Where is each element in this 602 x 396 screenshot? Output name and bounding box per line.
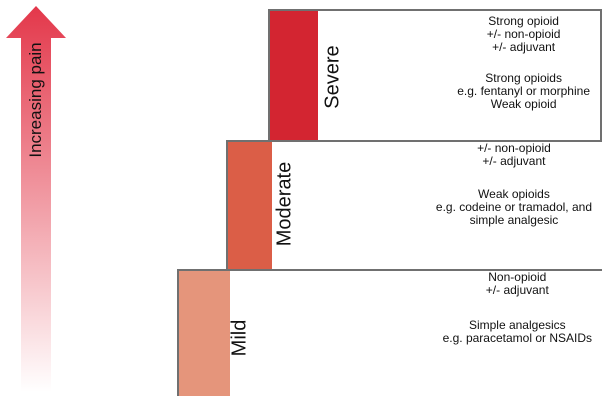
severe-line-5: Strong opioids [485, 71, 562, 85]
mild-line-5: e.g. paracetamol or NSAIDs [442, 331, 592, 345]
moderate-line-5: e.g. codeine or tramadol, and [435, 200, 592, 214]
moderate-color-band [228, 142, 272, 269]
severe-line-1: Strong opioid [488, 14, 559, 28]
severe-line-2: +/- non-opioid [486, 27, 561, 41]
step-mild: Mild Non-opioid +/- adjuvant Simple anal… [177, 269, 602, 396]
moderate-line-6: simple analgesic [469, 213, 559, 227]
mild-text: Non-opioid +/- adjuvant Simple analgesic… [443, 271, 592, 345]
severe-color-band [270, 11, 318, 140]
moderate-line-2: +/- adjuvant [482, 154, 546, 168]
moderate-text: +/- non-opioid +/- adjuvant Weak opioids… [436, 142, 592, 227]
level-label-severe: Severe [321, 45, 344, 109]
arrow-shape [6, 6, 66, 392]
moderate-line-4: Weak opioids [478, 187, 550, 201]
step-moderate: Moderate +/- non-opioid +/- adjuvant Wea… [226, 140, 602, 269]
mild-line-4: Simple analgesics [468, 318, 566, 332]
moderate-line-1: +/- non-opioid [477, 141, 551, 155]
mild-color-band [179, 271, 230, 396]
step-severe: Severe Strong opioid +/- non-opioid +/- … [268, 9, 602, 140]
severe-line-7: Weak opioid [490, 97, 557, 111]
severe-text: Strong opioid +/- non-opioid +/- adjuvan… [457, 15, 590, 111]
mild-line-1: Non-opioid [488, 270, 547, 284]
level-label-moderate: Moderate [273, 161, 296, 247]
severe-line-4 [457, 54, 590, 72]
moderate-line-3 [436, 168, 592, 188]
level-label-mild: Mild [228, 319, 251, 357]
arrow-label: Increasing pain [26, 42, 45, 158]
mild-line-2: +/- adjuvant [485, 283, 549, 297]
severe-line-3: +/- adjuvant [492, 40, 556, 54]
mild-line-3 [443, 297, 592, 319]
severe-line-6: e.g. fentanyl or morphine [457, 84, 590, 98]
